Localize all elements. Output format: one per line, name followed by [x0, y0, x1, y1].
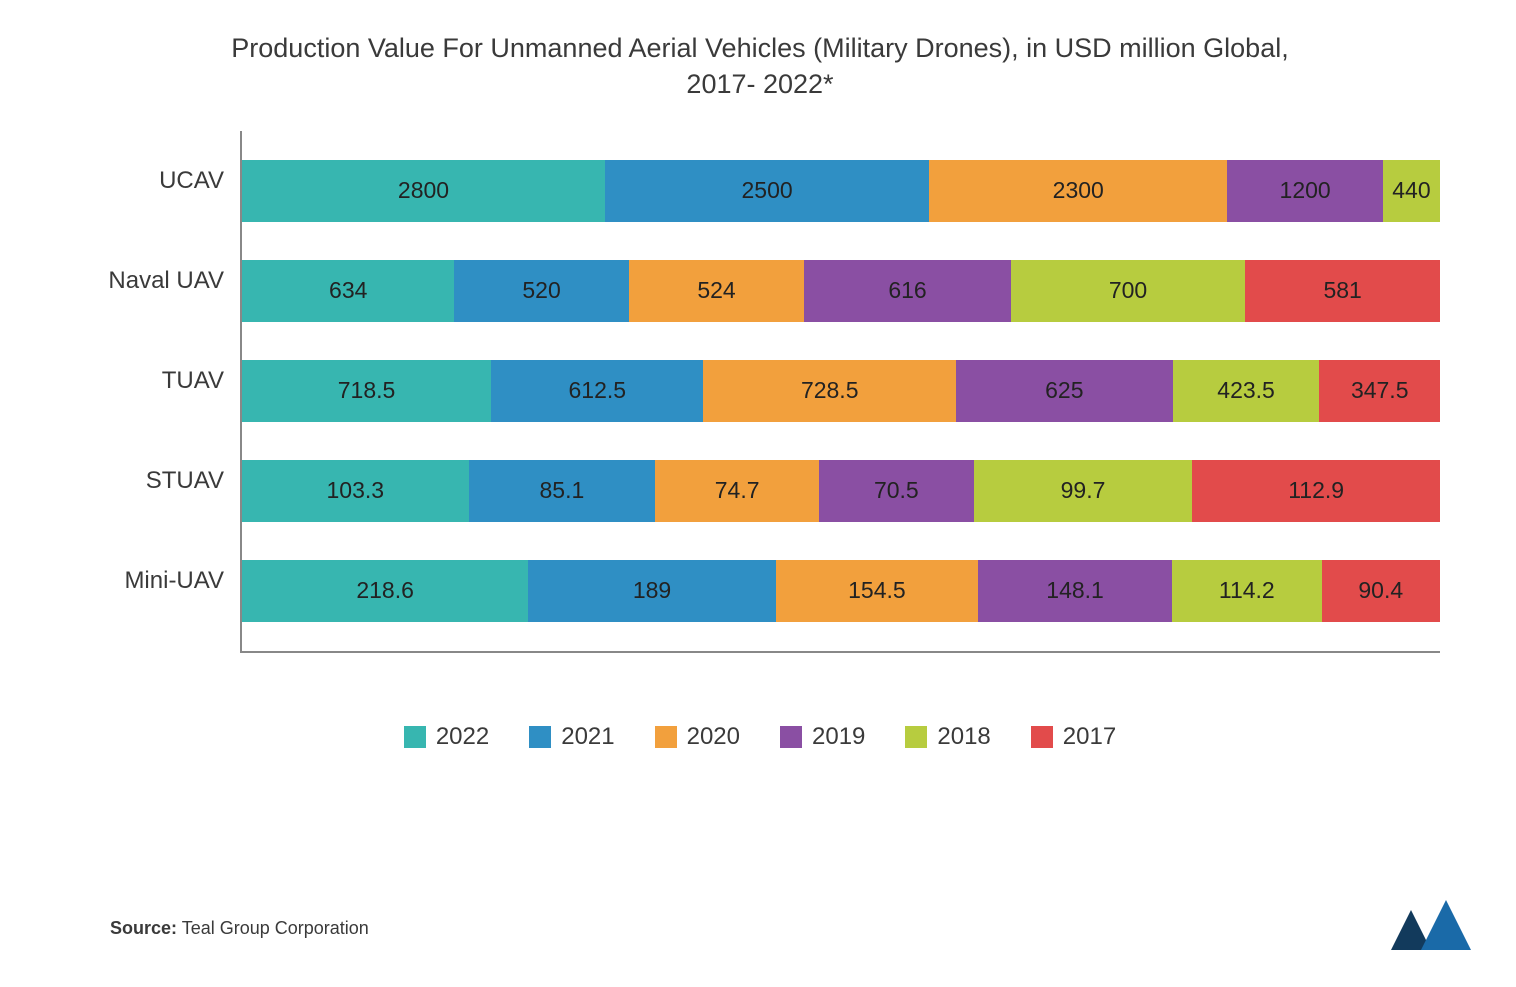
source-attribution: Source: Teal Group Corporation — [110, 918, 369, 939]
bar-segment: 218.6 — [242, 560, 528, 622]
chart-title: Production Value For Unmanned Aerial Veh… — [80, 30, 1440, 103]
bar-segment: 112.9 — [1192, 460, 1440, 522]
stacked-bar: 634520524616700581 — [242, 260, 1440, 322]
y-axis-label: Naval UAV — [80, 231, 240, 331]
bar-segment: 616 — [804, 260, 1010, 322]
legend-label: 2019 — [812, 723, 865, 751]
legend-swatch — [529, 726, 551, 748]
bar-segment: 99.7 — [974, 460, 1193, 522]
legend-item: 2019 — [780, 723, 865, 751]
bar-segment: 524 — [629, 260, 805, 322]
source-label: Source: — [110, 918, 177, 938]
legend-label: 2022 — [436, 723, 489, 751]
bar-segment: 1200 — [1227, 160, 1383, 222]
y-axis-label: STUAV — [80, 431, 240, 531]
legend-label: 2017 — [1063, 723, 1116, 751]
y-axis-label: UCAV — [80, 131, 240, 231]
legend-item: 2017 — [1031, 723, 1116, 751]
legend-swatch — [1031, 726, 1053, 748]
legend-label: 2018 — [937, 723, 990, 751]
stacked-bar: 718.5612.5728.5625423.5347.5 — [242, 360, 1440, 422]
legend: 2022 2021 2020 2019 2018 2017 — [80, 723, 1440, 751]
bar-segment: 2500 — [605, 160, 929, 222]
bar-row: 103.385.174.770.599.7112.9 — [242, 441, 1440, 541]
bar-row: 2800250023001200440 — [242, 141, 1440, 241]
stacked-bar: 218.6189154.5148.1114.290.4 — [242, 560, 1440, 622]
bar-segment: 85.1 — [469, 460, 656, 522]
bar-segment: 189 — [528, 560, 776, 622]
bar-segment: 2800 — [242, 160, 605, 222]
bar-segment: 728.5 — [703, 360, 956, 422]
bar-segment: 634 — [242, 260, 454, 322]
bar-row: 218.6189154.5148.1114.290.4 — [242, 541, 1440, 641]
legend-item: 2018 — [905, 723, 990, 751]
y-axis-labels: UCAVNaval UAVTUAVSTUAVMini-UAV — [80, 131, 240, 653]
legend-swatch — [655, 726, 677, 748]
bar-segment: 581 — [1245, 260, 1440, 322]
bar-segment: 718.5 — [242, 360, 491, 422]
bar-segment: 154.5 — [776, 560, 978, 622]
legend-swatch — [404, 726, 426, 748]
legend-swatch — [780, 726, 802, 748]
legend-item: 2021 — [529, 723, 614, 751]
bar-segment: 440 — [1383, 160, 1440, 222]
bar-segment: 2300 — [929, 160, 1227, 222]
legend-item: 2020 — [655, 723, 740, 751]
plot-area: UCAVNaval UAVTUAVSTUAVMini-UAV 280025002… — [80, 131, 1440, 653]
bars-area: 2800250023001200440 634520524616700581 718… — [240, 131, 1440, 653]
y-axis-label: Mini-UAV — [80, 531, 240, 631]
source-text: Teal Group Corporation — [182, 918, 369, 938]
bar-row: 718.5612.5728.5625423.5347.5 — [242, 341, 1440, 441]
stacked-bar: 103.385.174.770.599.7112.9 — [242, 460, 1440, 522]
bar-segment: 148.1 — [978, 560, 1172, 622]
legend-swatch — [905, 726, 927, 748]
bar-segment: 520 — [454, 260, 628, 322]
legend-label: 2020 — [687, 723, 740, 751]
stacked-bar: 2800250023001200440 — [242, 160, 1440, 222]
bar-segment: 103.3 — [242, 460, 469, 522]
y-axis-label: TUAV — [80, 331, 240, 431]
bar-segment: 90.4 — [1322, 560, 1440, 622]
bar-segment: 423.5 — [1173, 360, 1320, 422]
brand-logo — [1386, 895, 1476, 955]
bar-segment: 612.5 — [491, 360, 703, 422]
bar-segment: 70.5 — [819, 460, 974, 522]
bar-segment: 114.2 — [1172, 560, 1322, 622]
legend-label: 2021 — [561, 723, 614, 751]
legend-item: 2022 — [404, 723, 489, 751]
chart-container: Production Value For Unmanned Aerial Veh… — [80, 30, 1440, 751]
bar-segment: 347.5 — [1319, 360, 1439, 422]
bar-segment: 625 — [956, 360, 1173, 422]
bar-segment: 74.7 — [655, 460, 819, 522]
bar-row: 634520524616700581 — [242, 241, 1440, 341]
bar-segment: 700 — [1011, 260, 1246, 322]
